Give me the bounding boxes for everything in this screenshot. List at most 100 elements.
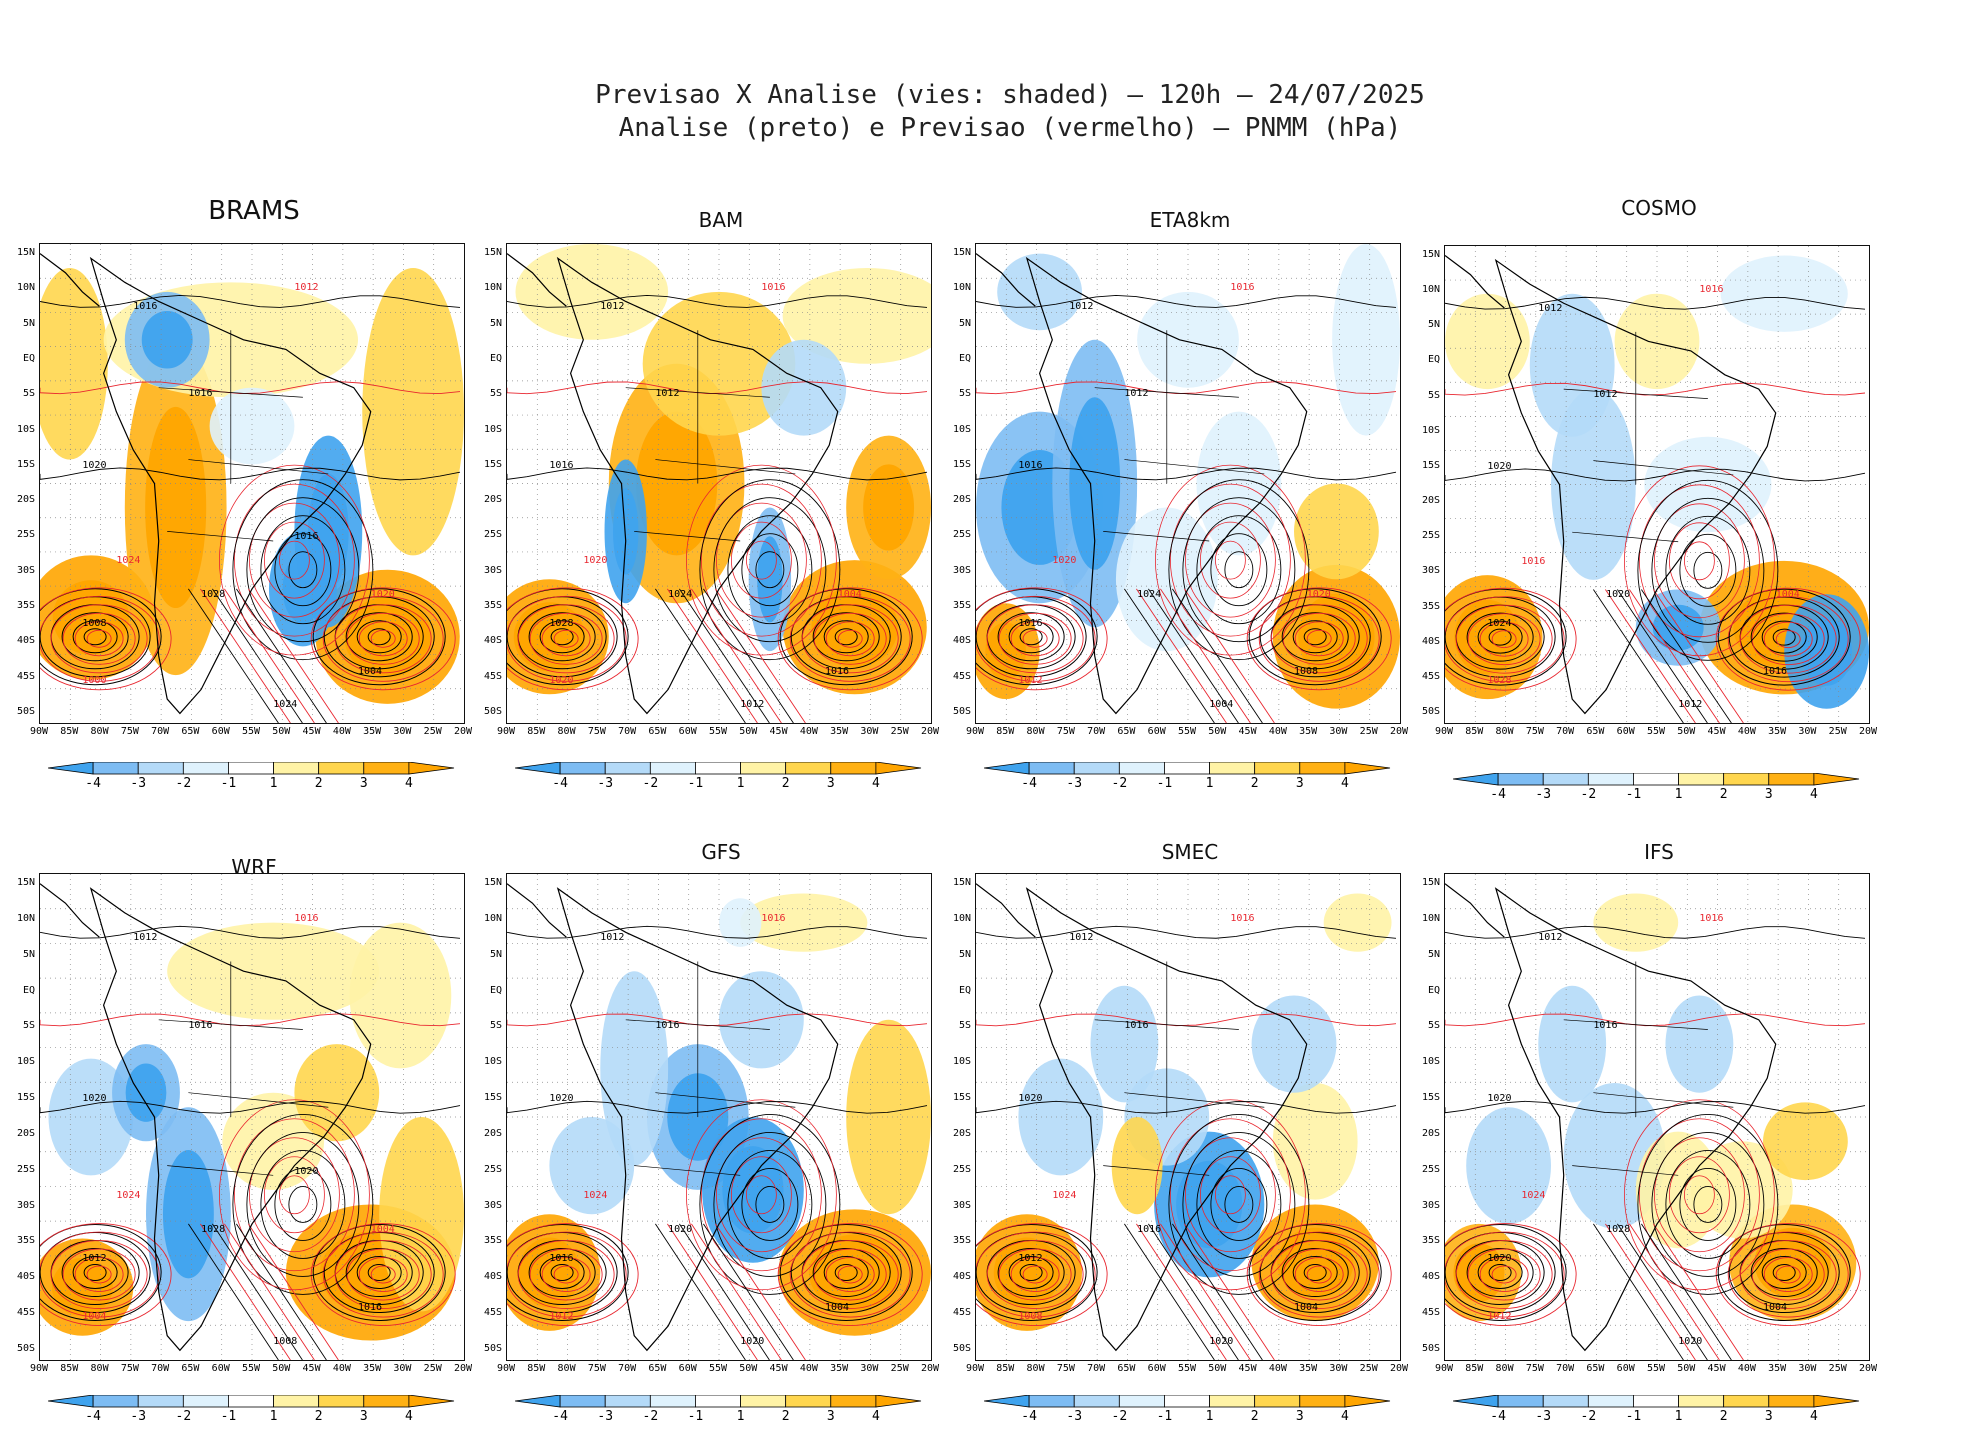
bias-shade bbox=[125, 1063, 167, 1122]
isobar-label: 1016 bbox=[1018, 617, 1043, 629]
lat-tick-label: 20S bbox=[483, 1127, 502, 1139]
colorbar-label: -4 bbox=[552, 1409, 568, 1424]
isobar-label: 1016 bbox=[1124, 1019, 1149, 1031]
lon-tick-label: 20W bbox=[453, 726, 473, 737]
lon-tick-label: 70W bbox=[1087, 1363, 1106, 1374]
lat-tick-label: 15N bbox=[483, 247, 502, 258]
lat-tick-label: 30S bbox=[16, 1199, 35, 1211]
isobar-label: 1004 bbox=[370, 1223, 395, 1235]
colorbar-swatch bbox=[48, 1395, 94, 1408]
lat-tick-label: 40S bbox=[483, 635, 502, 647]
lat-tick-label: 10N bbox=[1421, 284, 1440, 296]
lon-tick-label: 70W bbox=[618, 726, 637, 737]
map-frame: 1012 1016 1016 1020 1024 1028 1012 1004 1016 1008… bbox=[39, 873, 465, 1361]
bias-shade bbox=[549, 1117, 635, 1215]
map-frame: 1012 1016 1012 1016 1020 1024 1028 1020 1016 1012… bbox=[506, 243, 932, 724]
bias-shade bbox=[1090, 985, 1159, 1103]
bias-shade bbox=[1115, 507, 1218, 652]
colorbar-label: 1 bbox=[1674, 787, 1683, 802]
panel-title: COSMO bbox=[1621, 196, 1697, 220]
lat-tick-label: 25S bbox=[952, 1163, 971, 1175]
bias-shade bbox=[782, 267, 931, 364]
lat-tick-label: 5N bbox=[489, 317, 502, 329]
lat-tick-label: 30S bbox=[1421, 565, 1440, 577]
lon-tick-label: 35W bbox=[1768, 726, 1787, 737]
colorbar-swatch bbox=[740, 1395, 787, 1408]
lat-tick-label: 15S bbox=[16, 1092, 35, 1104]
lat-tick-label: 35S bbox=[1421, 1235, 1440, 1247]
colorbar-swatch bbox=[1497, 1395, 1544, 1408]
lat-tick-label: 45S bbox=[1421, 670, 1440, 682]
colorbar-swatch bbox=[1209, 762, 1256, 775]
colorbar-label: 3 bbox=[1295, 776, 1304, 791]
lon-tick-label: 35W bbox=[1299, 726, 1318, 737]
colorbar-swatch bbox=[182, 762, 229, 775]
colorbar-label: 3 bbox=[359, 776, 368, 791]
isobar-label: 1012 bbox=[1069, 301, 1094, 313]
lat-tick-label: 15N bbox=[1421, 249, 1440, 260]
lon-tick-label: 25W bbox=[423, 1363, 442, 1374]
bias-shade bbox=[40, 267, 108, 460]
colorbar-swatch bbox=[1254, 762, 1301, 775]
colorbar-swatch bbox=[273, 1395, 320, 1408]
colorbar-label: -3 bbox=[130, 776, 147, 791]
lon-tick-label: 35W bbox=[1299, 1363, 1318, 1374]
isobar-label: 1016 bbox=[133, 301, 158, 313]
isobar-label: 1016 bbox=[549, 1253, 574, 1265]
lon-tick-label: 40W bbox=[332, 1363, 351, 1374]
lon-tick-label: 50W bbox=[1677, 726, 1696, 737]
lat-tick-label: EQ bbox=[1427, 354, 1440, 366]
lon-tick-label: 40W bbox=[332, 726, 351, 737]
lon-tick-label: 55W bbox=[708, 1363, 728, 1374]
isobar-label: 1024 bbox=[1487, 618, 1512, 630]
lon-tick-label: 35W bbox=[363, 726, 382, 737]
lat-tick-label: 30S bbox=[483, 1199, 502, 1211]
colorbar-label: 4 bbox=[871, 1409, 880, 1424]
bias-shade bbox=[1593, 893, 1679, 952]
lon-tick-label: 75W bbox=[587, 1363, 606, 1374]
map-canvas bbox=[40, 874, 464, 1360]
colorbar-swatch bbox=[649, 1395, 696, 1408]
lat-tick-label: 15S bbox=[483, 1092, 502, 1104]
bias-shade bbox=[719, 898, 762, 947]
colorbar-swatch bbox=[785, 1395, 832, 1408]
lat-tick-label: 20S bbox=[1421, 1127, 1440, 1139]
lat-tick-label: 50S bbox=[483, 1343, 502, 1354]
bias-shade bbox=[362, 267, 464, 556]
isobar-label: 1024 bbox=[668, 588, 693, 600]
colorbar-label: -3 bbox=[1066, 776, 1083, 791]
lon-tick-label: 35W bbox=[830, 1363, 849, 1374]
colorbar-swatch bbox=[1542, 1395, 1589, 1408]
lat-tick-label: 45S bbox=[952, 670, 971, 682]
lon-tick-label: 40W bbox=[799, 726, 818, 737]
lon-tick-label: 50W bbox=[739, 1363, 758, 1374]
colorbar-swatch bbox=[408, 762, 455, 775]
colorbar-label: 3 bbox=[826, 1409, 835, 1424]
colorbar-label: -4 bbox=[1021, 776, 1037, 791]
lat-tick-label: 15N bbox=[1421, 877, 1440, 888]
colorbar-label: 4 bbox=[1809, 787, 1818, 802]
lon-tick-label: 90W bbox=[965, 726, 985, 737]
panel-title: BAM bbox=[698, 208, 744, 232]
lat-tick-label: 10S bbox=[483, 423, 502, 435]
isobar-label: 1020 bbox=[1018, 1092, 1043, 1104]
lon-tick-label: 65W bbox=[648, 726, 667, 737]
isobar-label: 1024 bbox=[116, 555, 141, 567]
colorbar-swatch bbox=[875, 1395, 922, 1408]
lon-tick-label: 65W bbox=[1586, 1363, 1605, 1374]
lon-tick-label: 30W bbox=[860, 1363, 879, 1374]
map-frame: 1012 1016 1016 1020 1024 1016 1012 1008 1004 1020 bbox=[975, 873, 1401, 1361]
isobar-label: 1028 bbox=[549, 617, 574, 629]
isobar-label: 1020 bbox=[1209, 1335, 1234, 1347]
bias-shade bbox=[1529, 293, 1615, 437]
colorbar-swatch bbox=[1028, 1395, 1075, 1408]
lon-tick-label: 55W bbox=[241, 726, 261, 737]
lat-tick-label: 10N bbox=[952, 282, 971, 294]
lat-tick-label: 40S bbox=[1421, 1271, 1440, 1283]
lat-tick-label: 15N bbox=[952, 877, 971, 888]
lon-tick-label: 85W bbox=[996, 1363, 1015, 1374]
lon-tick-label: 80W bbox=[1026, 1363, 1045, 1374]
bias-shade bbox=[1754, 1227, 1831, 1298]
lat-tick-label: 10S bbox=[16, 423, 35, 435]
colorbar-swatch bbox=[785, 762, 832, 775]
